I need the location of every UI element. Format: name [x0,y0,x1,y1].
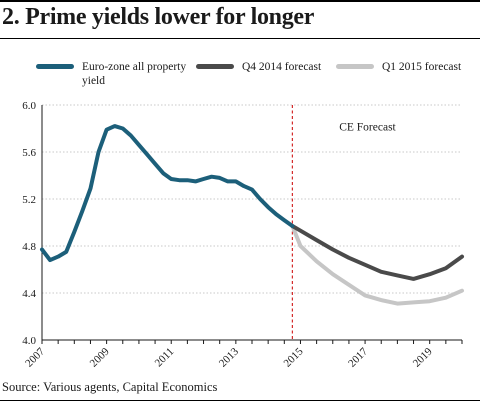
top-rule [0,0,480,2]
legend-swatch-q1-2015 [336,64,374,69]
legend-label-q4-2014: Q4 2014 forecast [242,61,322,73]
yield-chart: 4.0 4.4 4.8 5.2 5.6 6.0 2007 2009 2011 2013 2015 20… [22,100,464,370]
y-tick-label: 4.4 [22,288,36,300]
legend-item-q1-2015: Q1 2015 forecast [336,60,480,74]
x-tick-label: 2011 [153,346,177,370]
q4-2014-forecast-line [290,224,464,281]
title-rule [0,38,480,39]
source-note: Source: Various agents, Capital Economic… [2,380,218,394]
y-tick-label: 6.0 [22,100,36,112]
bottom-rule [0,400,480,401]
x-tick-label: 2007 [23,345,47,369]
y-tick-label: 5.6 [22,147,36,159]
x-tick-label: 2015 [282,345,306,369]
x-tick-label: 2019 [411,345,435,369]
chart-title: 2. Prime yields lower for longer [2,4,315,30]
x-tick-label: 2009 [88,345,112,369]
legend-label-eurozone: Euro-zone all property yield [82,61,187,87]
legend-swatch-q4-2014 [196,64,234,69]
legend-item-eurozone: Euro-zone all property yield [36,60,200,88]
y-tick-label: 4.0 [22,335,36,347]
ce-forecast-annotation: CE Forecast [339,122,396,134]
x-tick-label: 2013 [217,345,241,369]
legend-item-q4-2014: Q4 2014 forecast [196,60,360,74]
legend-label-q1-2015: Q1 2015 forecast [382,61,462,73]
q1-2015-forecast-line [290,224,464,306]
y-tick-label: 4.8 [22,241,36,253]
y-tick-label: 5.2 [22,194,36,206]
eurozone-yield-line [40,124,295,263]
legend-swatch-eurozone [36,64,74,69]
x-tick-label: 2017 [346,345,370,369]
legend: Euro-zone all property yield Q4 2014 for… [0,60,480,90]
